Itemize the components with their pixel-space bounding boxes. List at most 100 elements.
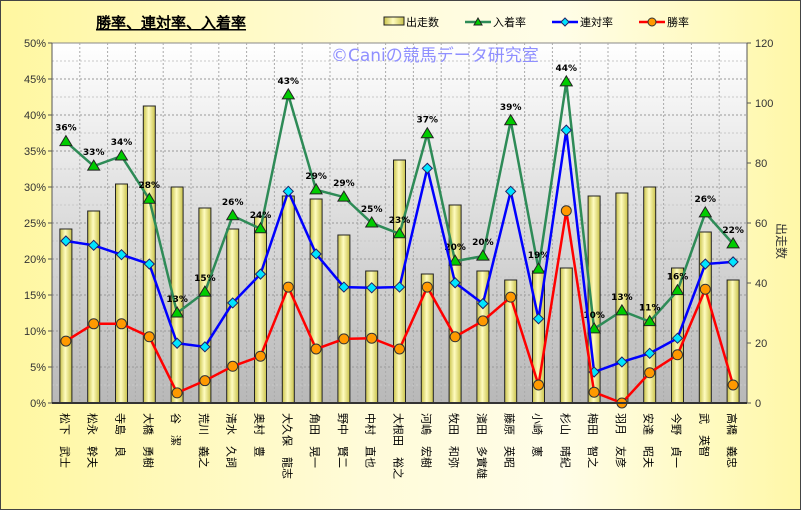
point-marker [672,349,683,361]
left-tick-label: 20% [24,254,46,266]
bar [559,267,573,404]
x-tick-label: 大根田 裕之 [392,413,406,479]
point-marker [420,126,435,139]
point-marker [338,333,350,345]
x-tick-label: 大久保 龍志 [280,413,294,479]
point-marker [504,185,517,198]
watermark: ©Caniの競馬データ研究室 [331,45,539,66]
bar [448,204,462,404]
left-tick-label: 30% [24,182,46,194]
bar [142,105,156,404]
data-label: 34% [111,138,133,148]
x-tick-label: 藤原 英昭 [503,413,517,468]
point-marker [560,124,573,136]
x-tick-label: 小崎 憲 [531,413,545,457]
x-tick-label: 安達 昭夫 [642,413,656,468]
bar [337,234,351,404]
x-tick-label: 谷 潔 [169,413,183,446]
data-label: 15% [194,274,216,284]
point-marker [171,337,183,349]
data-label: 16% [667,273,689,283]
legend-label: 出走数 [406,15,439,29]
point-marker [115,248,128,261]
right-tick-label: 40 [755,278,767,290]
point-marker [364,216,379,228]
point-marker [476,249,490,261]
x-tick-label: 梅田 智之 [586,413,600,468]
point-marker [449,331,461,343]
point-marker [392,226,407,239]
data-label: 22% [722,226,744,236]
right-tick-label: 120 [755,38,773,50]
data-label: 39% [500,103,522,113]
point-marker [253,221,268,234]
point-marker [170,306,184,318]
data-label: 20% [444,243,466,253]
left-tick-label: 50% [24,38,46,50]
point-marker [88,318,100,330]
bar [226,228,240,404]
data-label: 24% [250,211,272,221]
data-label: 33% [83,148,105,158]
point-marker [116,318,127,330]
point-marker [727,379,739,391]
point-marker [587,321,601,334]
x-tick-label: 牧田 和弥 [447,413,461,468]
point-marker [560,205,572,217]
bar [198,207,212,404]
data-label: 11% [639,304,661,314]
data-label: 36% [55,124,77,134]
point-marker [255,350,266,362]
data-label: 43% [278,77,300,87]
point-marker [421,281,433,293]
point-marker [726,236,740,249]
point-marker [643,347,656,360]
point-marker [698,205,713,218]
bar [309,198,323,404]
x-tick-label: 角田 晃一 [308,413,321,468]
x-tick-label: 高橋 義忠 [725,413,739,468]
point-marker [533,379,544,391]
point-marker [114,149,129,161]
point-marker [394,343,405,355]
point-marker [310,343,322,355]
data-label: 13% [166,295,188,305]
point-marker [670,283,685,296]
point-marker [142,192,157,204]
point-marker [642,314,657,327]
point-marker [366,332,378,344]
axes: 0% 5% 10% 15% 20% 25% 30% 35% 40% 45% 50% 0 20 40 60 80… [24,38,773,479]
point-marker [227,360,239,372]
point-marker [503,113,518,126]
point-marker [254,268,267,280]
lines: 36% 33% 34% 28% 13% 15% 26% 24% 43% 29% 29% 25% 23% 3… [55,64,744,409]
point-marker [616,356,628,368]
left-tick-label: 45% [24,74,46,86]
point-marker [644,367,656,379]
point-marker [393,281,406,293]
point-marker [671,332,684,344]
point-marker [477,297,489,310]
data-label: 26% [695,195,717,205]
left-tick-label: 35% [24,146,46,158]
point-marker [559,74,574,87]
point-marker [699,258,712,270]
legend: 出走数 入着率 連対率 勝率 [383,15,689,29]
point-marker [171,387,183,399]
right-tick-label: 60 [755,218,767,230]
x-tick-label: 杉山 晴紀 [558,413,572,468]
bar [59,228,73,404]
point-marker [281,87,296,100]
point-marker [143,258,156,270]
point-marker [310,248,322,260]
right-tick-label: 100 [755,98,773,110]
left-tick-label: 0% [30,398,46,410]
point-marker [699,283,711,295]
legend-label: 勝率 [667,15,689,29]
legend-marker [560,17,570,27]
point-marker [143,331,155,343]
point-marker [226,297,239,309]
left-tick-label: 25% [24,218,46,230]
data-label: 20% [472,238,494,248]
